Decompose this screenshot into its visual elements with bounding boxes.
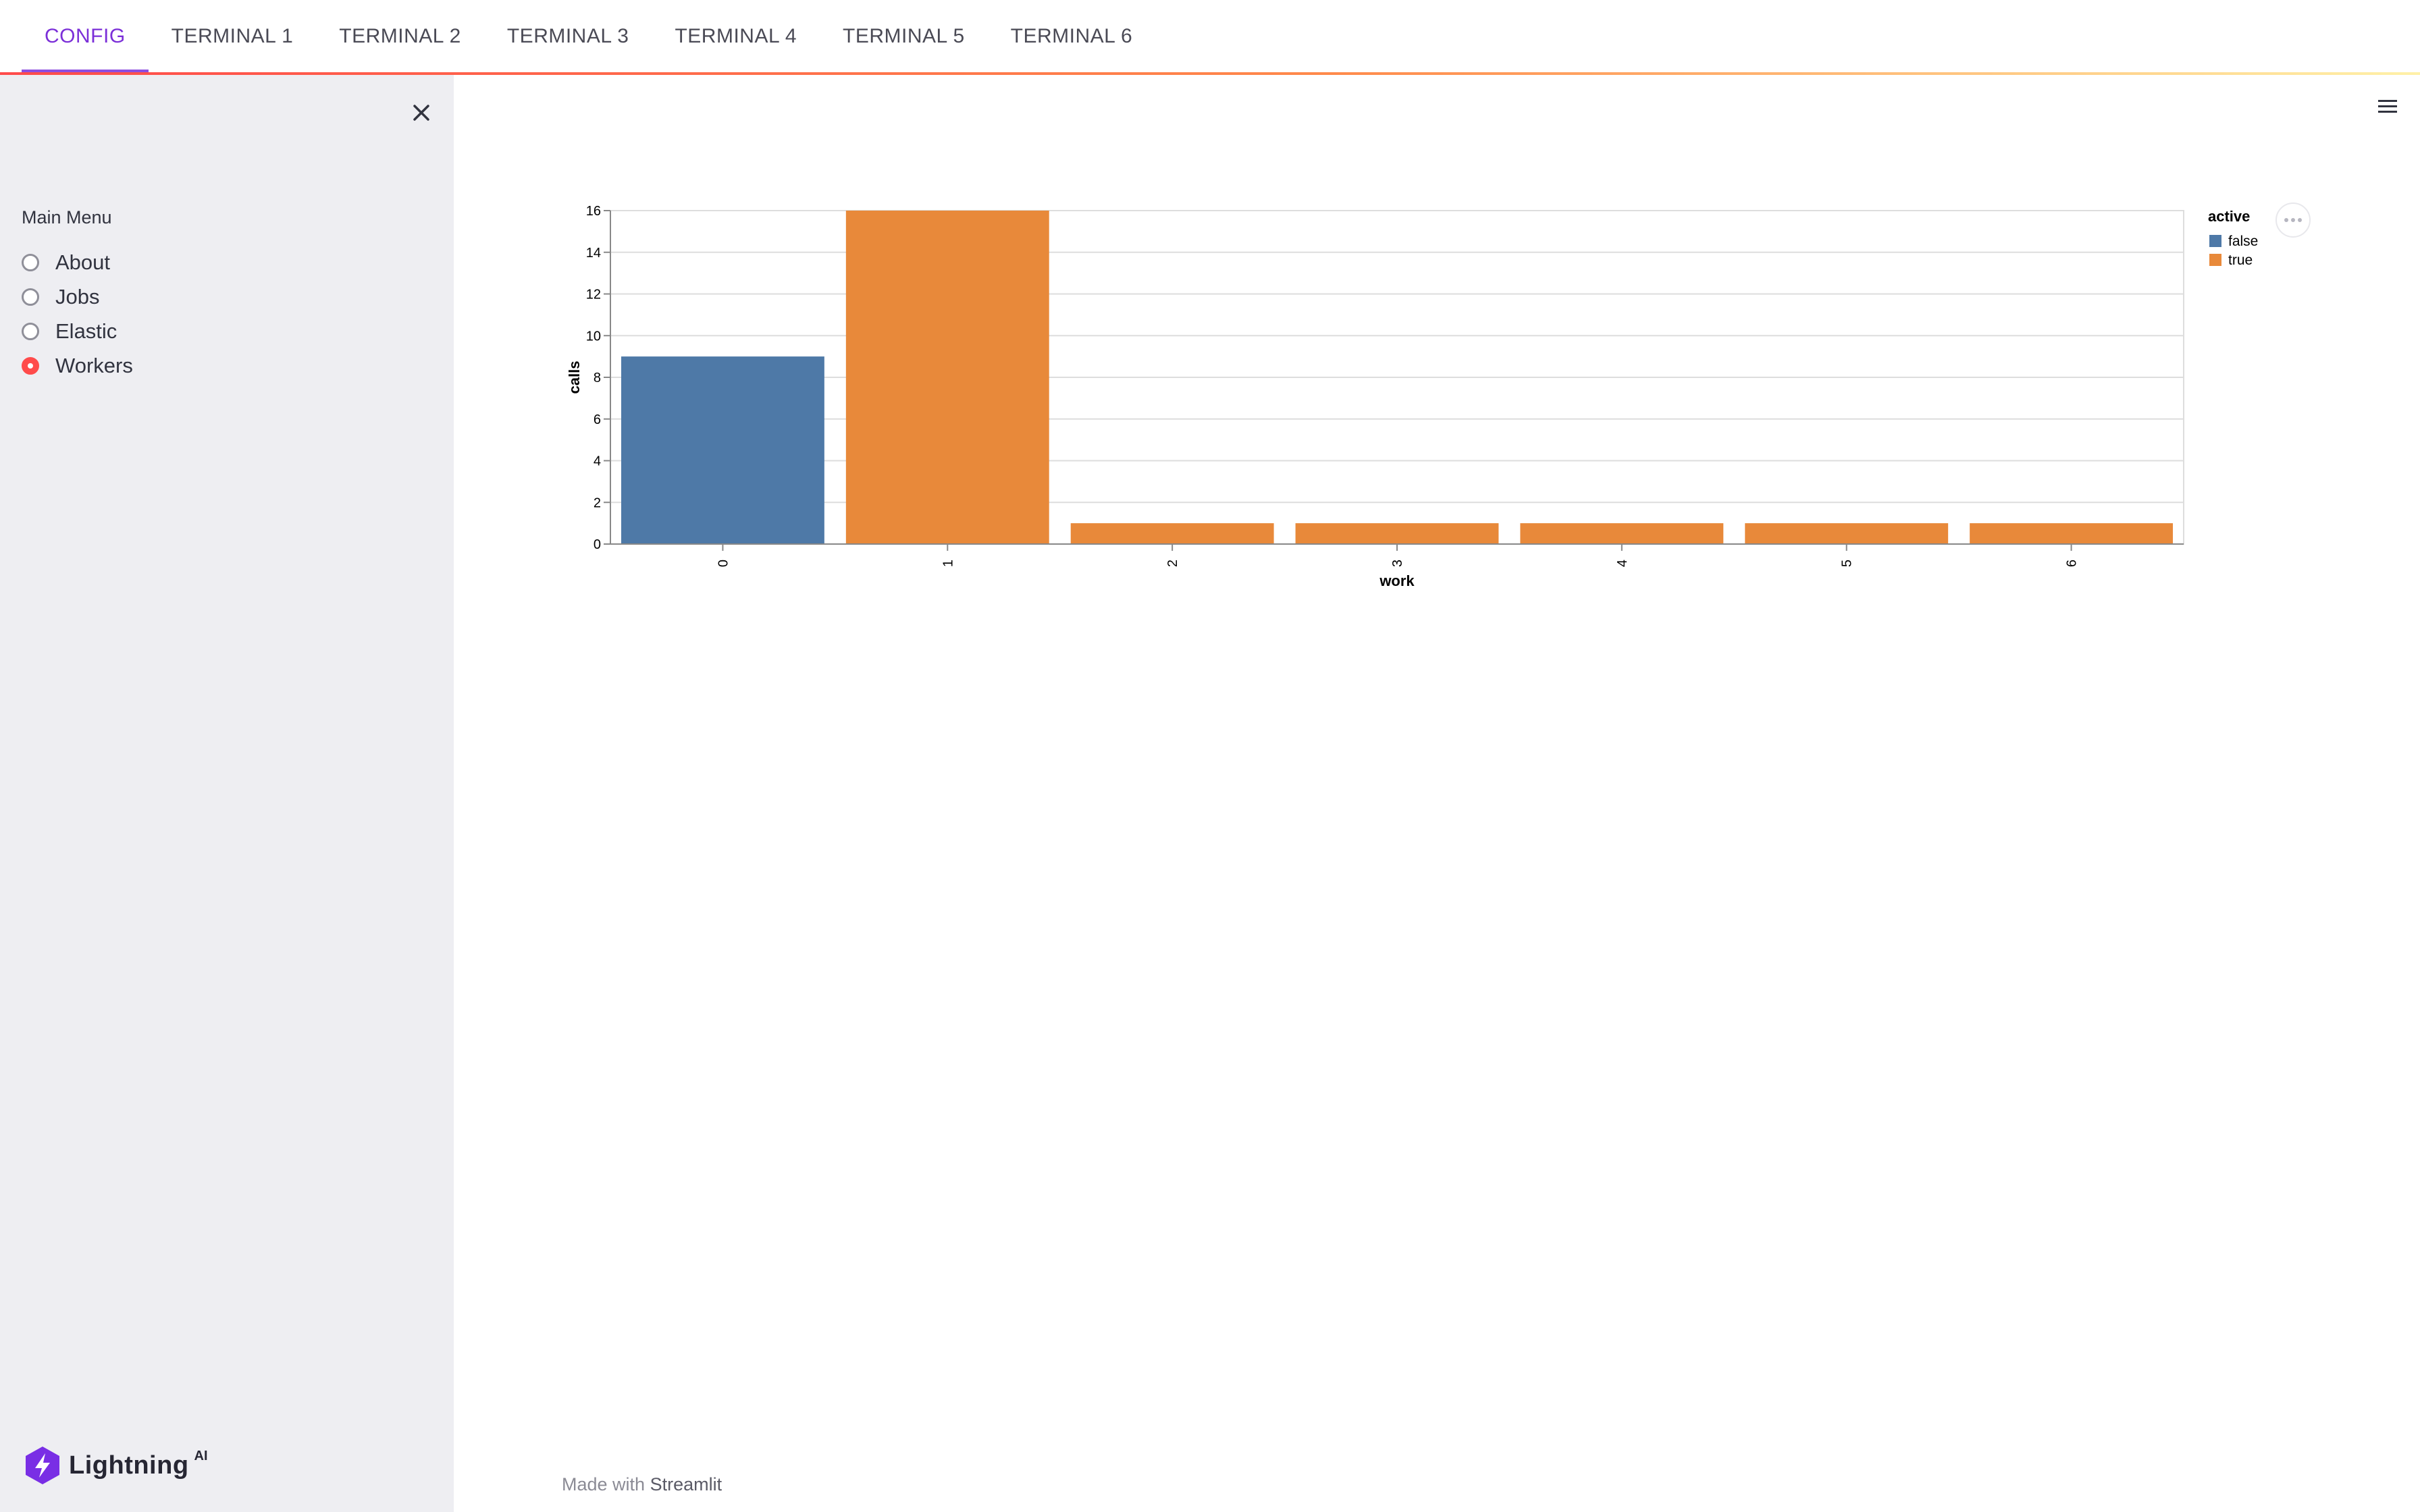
decoration-line	[0, 72, 2420, 75]
radio-unchecked-icon[interactable]	[22, 253, 39, 271]
menu-option-elastic[interactable]: Elastic	[22, 314, 133, 348]
y-tick-label: 12	[586, 288, 601, 302]
legend-label-true: true	[2228, 252, 2253, 268]
y-tick-label: 4	[594, 454, 601, 469]
x-tick-label: 0	[716, 560, 731, 567]
tab-terminal-3[interactable]: TERMINAL 3	[506, 25, 629, 47]
menu-option-about[interactable]: About	[22, 245, 133, 279]
legend-swatch-true	[2209, 254, 2221, 266]
y-tick-label: 0	[594, 537, 601, 552]
x-tick-label: 1	[941, 560, 955, 567]
brand-superscript: AI	[194, 1448, 208, 1463]
menu-option-label: Elastic	[55, 319, 117, 343]
legend-title: active	[2208, 208, 2250, 225]
radio-unchecked-icon[interactable]	[22, 322, 39, 340]
menu-option-label: Workers	[55, 353, 133, 377]
brand-logo: Lightning AI	[24, 1445, 208, 1486]
close-sidebar-button[interactable]	[408, 99, 435, 126]
tab-config[interactable]: CONFIG	[22, 0, 149, 73]
menu-option-workers[interactable]: Workers	[22, 348, 133, 383]
legend-swatch-false	[2209, 235, 2221, 247]
close-icon	[413, 105, 429, 121]
y-tick-label: 6	[594, 412, 601, 427]
y-tick-label: 8	[594, 371, 601, 385]
y-axis-title: calls	[566, 361, 583, 394]
bar-3	[1295, 523, 1499, 544]
streamlit-link[interactable]: Streamlit	[650, 1474, 722, 1494]
bar-1	[845, 211, 1049, 544]
x-tick-label: 5	[1840, 560, 1855, 567]
footer: Made with Streamlit	[562, 1474, 722, 1495]
bar-chart: 0 2 4 6 8 10 12 14 16 0 1 2 3 4 5 6 work calls active false…	[554, 196, 2323, 594]
x-tick-label: 3	[1390, 560, 1405, 567]
y-tick-label: 16	[586, 204, 601, 219]
tab-terminal-4[interactable]: TERMINAL 4	[675, 25, 797, 47]
bar-6	[1970, 523, 2173, 544]
bar-4	[1520, 523, 1724, 544]
footer-prefix: Made with	[562, 1474, 646, 1494]
legend-label-false: false	[2228, 234, 2258, 249]
x-tick-label: 6	[2065, 560, 2080, 567]
main-menu-title: Main Menu	[22, 207, 112, 227]
chart-more-actions-button[interactable]	[2276, 202, 2311, 238]
main-menu-button[interactable]	[2375, 96, 2400, 117]
menu-option-label: About	[55, 250, 111, 274]
main-menu-radio-group: About Jobs Elastic Workers	[22, 245, 133, 383]
x-tick-label: 2	[1165, 560, 1180, 567]
radio-checked-icon[interactable]	[22, 356, 39, 375]
hamburger-menu-icon	[2378, 100, 2397, 113]
tab-terminal-1[interactable]: TERMINAL 1	[171, 25, 294, 47]
y-tick-label: 14	[586, 246, 601, 261]
menu-option-label: Jobs	[55, 284, 100, 308]
tab-terminal-6[interactable]: TERMINAL 6	[1010, 25, 1133, 47]
tab-terminal-2[interactable]: TERMINAL 2	[339, 25, 461, 47]
y-tick-label: 10	[586, 329, 601, 344]
menu-option-jobs[interactable]: Jobs	[22, 279, 133, 314]
lightning-logo-icon	[26, 1447, 59, 1484]
brand-name: Lightning	[69, 1451, 189, 1480]
sidebar: Main Menu About Jobs Elastic Workers Lightn…	[0, 75, 454, 1512]
bar-0	[621, 356, 824, 544]
bar-2	[1070, 523, 1274, 544]
bar-5	[1745, 523, 1949, 544]
more-actions-icon	[2284, 218, 2302, 222]
tab-terminal-5[interactable]: TERMINAL 5	[843, 25, 965, 47]
x-axis-title: work	[1379, 572, 1415, 589]
top-tab-bar: CONFIG TERMINAL 1 TERMINAL 2 TERMINAL 3 TERM…	[0, 0, 2420, 75]
y-tick-label: 2	[594, 495, 601, 510]
radio-unchecked-icon[interactable]	[22, 288, 39, 306]
x-tick-label: 4	[1615, 560, 1630, 567]
tab-list: CONFIG TERMINAL 1 TERMINAL 2 TERMINAL 3 TERM…	[22, 0, 1155, 73]
